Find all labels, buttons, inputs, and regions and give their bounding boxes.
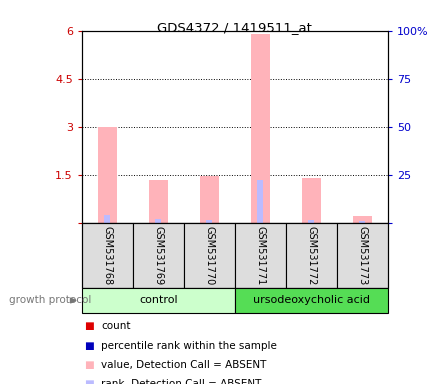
Text: value, Detection Call = ABSENT: value, Detection Call = ABSENT bbox=[101, 360, 266, 370]
Bar bbox=[104, 215, 110, 223]
Text: GSM531770: GSM531770 bbox=[204, 226, 214, 285]
Bar bbox=[234, 288, 387, 313]
Bar bbox=[82, 223, 132, 288]
Bar bbox=[82, 288, 234, 313]
Text: ■: ■ bbox=[84, 360, 94, 370]
Text: GSM531773: GSM531773 bbox=[356, 226, 366, 285]
Text: GSM531769: GSM531769 bbox=[153, 226, 163, 285]
Text: control: control bbox=[139, 295, 177, 306]
Bar bbox=[250, 34, 270, 223]
Text: count: count bbox=[101, 321, 130, 331]
Text: growth protocol: growth protocol bbox=[9, 295, 91, 306]
Bar bbox=[285, 223, 336, 288]
Bar bbox=[98, 127, 117, 223]
Text: ■: ■ bbox=[84, 321, 94, 331]
Text: rank, Detection Call = ABSENT: rank, Detection Call = ABSENT bbox=[101, 379, 261, 384]
Text: ■: ■ bbox=[84, 341, 94, 351]
Text: GSM531768: GSM531768 bbox=[102, 226, 112, 285]
Bar bbox=[257, 180, 263, 223]
Bar bbox=[301, 178, 320, 223]
Text: ursodeoxycholic acid: ursodeoxycholic acid bbox=[252, 295, 369, 306]
Bar bbox=[155, 219, 161, 223]
Bar bbox=[336, 223, 387, 288]
Text: ■: ■ bbox=[84, 379, 94, 384]
Text: percentile rank within the sample: percentile rank within the sample bbox=[101, 341, 276, 351]
Bar bbox=[359, 221, 365, 223]
Bar bbox=[199, 176, 218, 223]
Text: GSM531771: GSM531771 bbox=[255, 226, 265, 285]
Bar bbox=[132, 223, 184, 288]
Bar bbox=[148, 180, 168, 223]
Text: GSM531772: GSM531772 bbox=[306, 226, 316, 285]
Bar bbox=[234, 223, 285, 288]
Bar bbox=[307, 220, 314, 223]
Bar bbox=[184, 223, 234, 288]
Bar bbox=[352, 216, 371, 223]
Bar bbox=[206, 220, 212, 223]
Text: GDS4372 / 1419511_at: GDS4372 / 1419511_at bbox=[157, 21, 312, 34]
